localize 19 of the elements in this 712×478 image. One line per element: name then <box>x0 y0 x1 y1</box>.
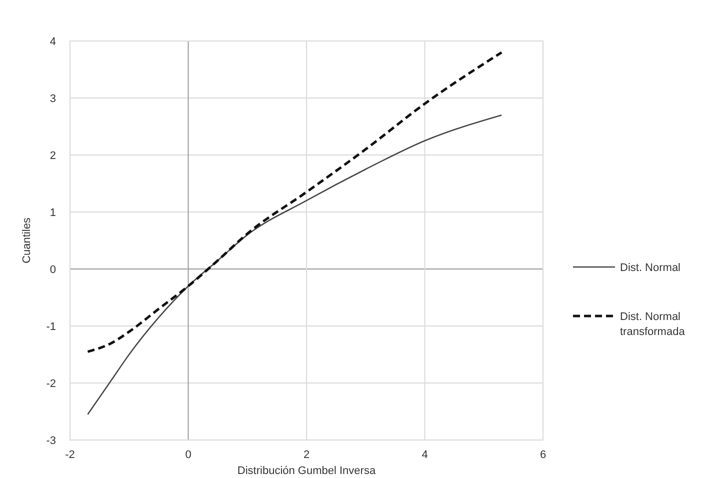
y-axis-title: Cuantiles <box>21 217 33 264</box>
x-tick-label: 2 <box>303 449 310 461</box>
y-tick-label: 2 <box>50 150 56 162</box>
y-tick-label: 3 <box>50 93 56 105</box>
y-tick-label: -2 <box>46 378 56 390</box>
y-tick-label: 1 <box>50 207 56 219</box>
x-tick-label: 4 <box>422 449 428 461</box>
y-tick-label: 0 <box>50 264 56 276</box>
legend-label: Dist. Normal <box>620 262 681 274</box>
y-tick-label: -1 <box>46 321 56 333</box>
y-tick-label: 4 <box>50 36 56 48</box>
line-series <box>86 51 503 353</box>
x-axis-title: Distribución Gumbel Inversa <box>237 465 376 477</box>
line-series <box>87 114 502 415</box>
legend-label: Dist. Normal transformada <box>620 311 686 338</box>
y-tick-label: -3 <box>46 435 56 447</box>
x-tick-label: 0 <box>185 449 192 461</box>
x-tick-label: 6 <box>540 449 546 461</box>
x-tick-label: -2 <box>65 449 75 461</box>
